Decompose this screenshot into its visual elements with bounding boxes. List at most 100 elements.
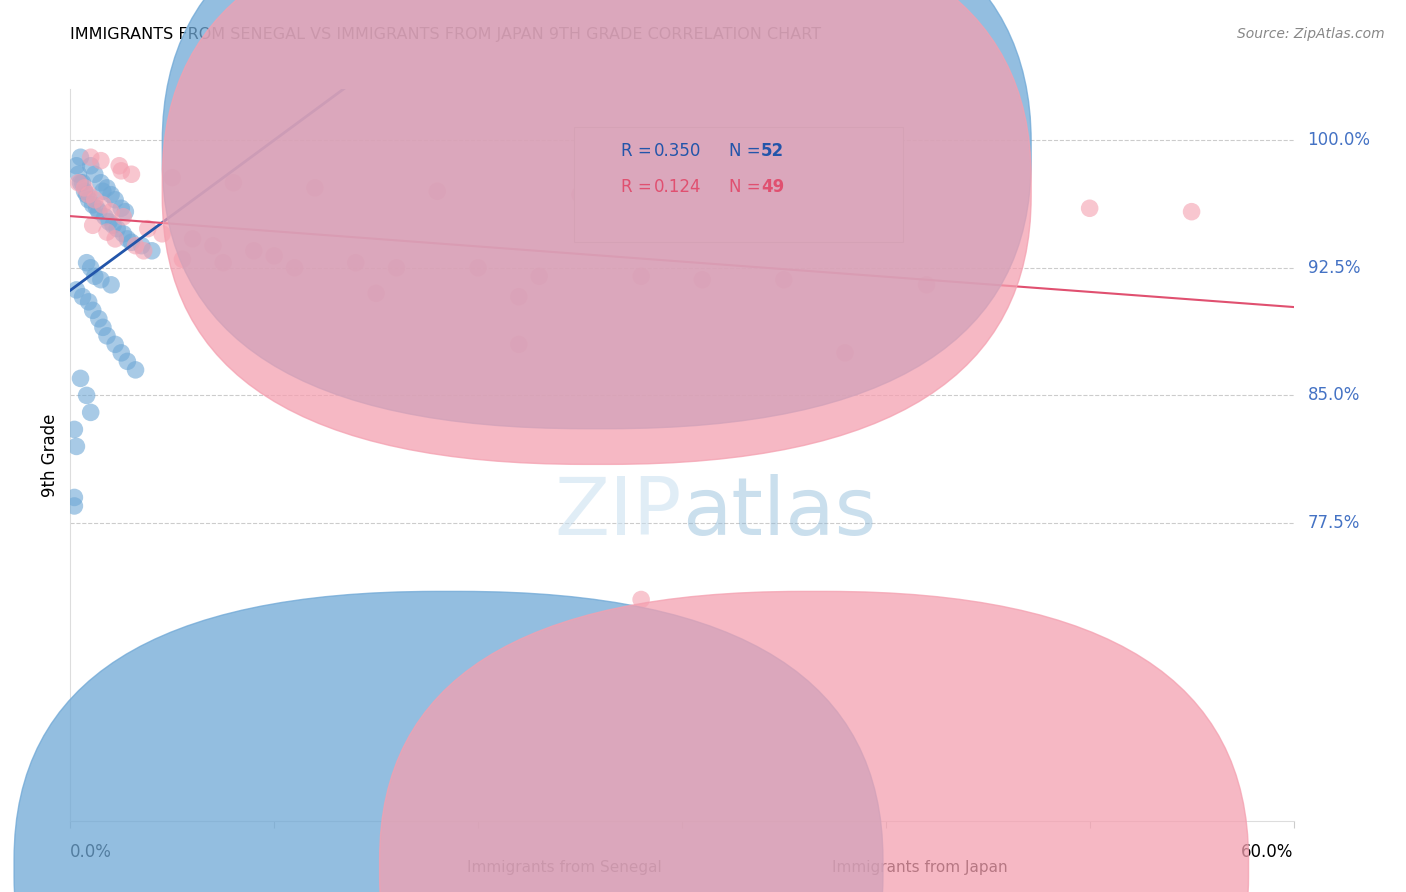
Text: 0.0%: 0.0% [70, 843, 112, 861]
Point [77, 193, 100, 207]
Text: 100.0%: 100.0% [1308, 131, 1371, 149]
Point [773, 273, 796, 287]
Point [69, 176, 91, 190]
Point [76, 187, 98, 202]
Text: 60.0%: 60.0% [1241, 843, 1294, 861]
Point [76, 256, 98, 270]
Point [1181, 204, 1204, 219]
Point [67, 176, 90, 190]
Point [875, 198, 897, 212]
Point [284, 260, 307, 275]
Point [181, 232, 204, 246]
Point [172, 252, 194, 267]
Point [96, 225, 118, 239]
Point [79, 405, 103, 419]
Text: R =: R = [620, 178, 657, 196]
Point [104, 193, 127, 207]
Point [83, 193, 105, 207]
Text: 85.0%: 85.0% [1308, 386, 1360, 404]
Point [630, 592, 652, 607]
Point [77, 187, 100, 202]
Text: Immigrants from Senegal: Immigrants from Senegal [467, 861, 662, 875]
Point [690, 273, 713, 287]
Point [63, 422, 86, 436]
Point [63, 491, 86, 505]
Point [94, 210, 117, 224]
Point [508, 290, 530, 304]
Text: 92.5%: 92.5% [1308, 259, 1360, 277]
Text: IMMIGRANTS FROM SENEGAL VS IMMIGRANTS FROM JAPAN 9TH GRADE CORRELATION CHART: IMMIGRANTS FROM SENEGAL VS IMMIGRANTS FR… [70, 27, 821, 42]
Point [110, 164, 132, 178]
Point [69, 150, 91, 164]
Point [121, 235, 143, 250]
Point [104, 232, 127, 246]
Point [132, 244, 155, 258]
Point [82, 198, 104, 212]
Point [90, 273, 112, 287]
Point [98, 215, 121, 229]
Text: ZIP: ZIP [554, 475, 682, 552]
Point [263, 249, 285, 263]
Point [86, 201, 108, 215]
Point [529, 269, 551, 284]
Text: R =: R = [620, 143, 657, 161]
Point [114, 204, 136, 219]
Point [72, 176, 94, 190]
Point [100, 277, 122, 292]
Point [77, 294, 100, 309]
Point [112, 210, 135, 224]
Text: Source: ZipAtlas.com: Source: ZipAtlas.com [1237, 27, 1385, 41]
Text: 52: 52 [761, 143, 785, 161]
Point [304, 181, 326, 195]
Point [630, 269, 652, 284]
Point [83, 167, 105, 181]
Point [212, 256, 235, 270]
Point [110, 346, 132, 360]
Point [344, 256, 367, 270]
Point [73, 184, 96, 198]
Point [117, 354, 139, 368]
Point [65, 159, 87, 173]
Text: atlas: atlas [682, 475, 876, 552]
Text: 0.350: 0.350 [654, 143, 702, 161]
Point [91, 184, 114, 198]
Point [83, 269, 105, 284]
Point [82, 219, 104, 233]
Point [65, 439, 87, 453]
Point [65, 283, 87, 297]
Point [63, 499, 86, 513]
Point [90, 176, 112, 190]
Point [79, 159, 103, 173]
Point [124, 238, 146, 252]
Point [90, 153, 112, 168]
Point [69, 371, 91, 385]
Point [100, 204, 122, 219]
Point [87, 311, 110, 326]
Point [243, 244, 266, 258]
Text: 77.5%: 77.5% [1308, 514, 1360, 532]
Point [105, 221, 128, 235]
Point [67, 167, 90, 181]
Text: N =: N = [728, 178, 766, 196]
Point [110, 201, 132, 215]
Point [79, 150, 103, 164]
Point [117, 232, 139, 246]
Text: 0.124: 0.124 [654, 178, 702, 196]
Point [162, 170, 183, 185]
Point [96, 181, 118, 195]
Point [671, 193, 693, 207]
Point [72, 290, 94, 304]
Point [91, 198, 114, 212]
Point [222, 176, 245, 190]
Point [73, 181, 96, 195]
Point [141, 244, 163, 258]
Point [426, 184, 449, 198]
Point [108, 159, 131, 173]
Point [150, 227, 173, 241]
Point [104, 337, 127, 351]
Point [467, 260, 489, 275]
Point [96, 329, 118, 343]
Point [82, 303, 104, 318]
Point [87, 204, 110, 219]
Point [568, 187, 592, 202]
